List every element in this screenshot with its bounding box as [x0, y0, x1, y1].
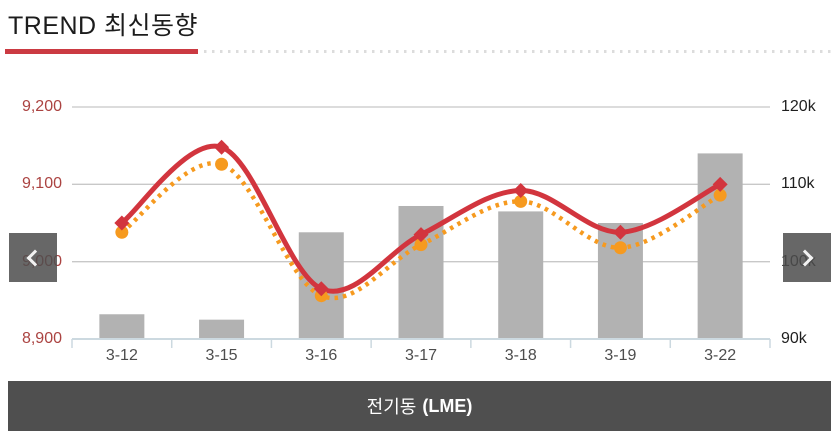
series-name-korean: 전기동: [366, 397, 417, 417]
x-axis-label-5: 3-19: [604, 347, 637, 364]
x-axis-label-0: 3-12: [105, 347, 138, 364]
bar-3-12: [99, 314, 145, 339]
right-axis-tick-0: 120k: [781, 98, 816, 115]
orange-marker-3-18: [514, 194, 528, 208]
red-marker-3-22: [712, 176, 728, 192]
x-axis-label-2: 3-16: [305, 347, 338, 364]
x-axis-label-6: 3-22: [704, 347, 737, 364]
x-axis-label-4: 3-18: [504, 347, 537, 364]
title-underline-dotted: [204, 50, 836, 53]
orange-marker-3-22: [713, 188, 727, 202]
left-axis-tick-3: 8,900: [21, 330, 62, 347]
title-underline-accent: [5, 49, 198, 54]
prev-button[interactable]: [9, 233, 57, 282]
x-axis-label-1: 3-15: [205, 347, 238, 364]
orange-marker-3-19: [613, 241, 627, 255]
red-marker-3-18: [513, 183, 529, 199]
chevron-right-icon: [796, 249, 814, 266]
right-axis-tick-3: 90k: [781, 330, 807, 347]
right-axis-tick-1: 110k: [781, 175, 815, 193]
red-marker-3-19: [612, 224, 628, 240]
orange-marker-3-15: [215, 157, 229, 171]
left-axis-tick-1: 9,100: [21, 175, 62, 193]
series-footer: 전기동 (LME): [8, 381, 831, 431]
bar-3-15: [199, 319, 245, 339]
orange-marker-3-12: [115, 225, 129, 239]
red-marker-3-15: [214, 139, 230, 155]
page-title: TREND 최신동향: [8, 12, 199, 40]
red-marker-3-17: [413, 227, 429, 243]
series-name-lme: (LME): [422, 395, 473, 416]
next-button[interactable]: [783, 233, 831, 282]
chevron-left-icon: [26, 249, 44, 266]
orange-marker-3-17: [414, 238, 428, 252]
bar-3-18: [498, 211, 544, 339]
red-marker-3-12: [114, 215, 130, 231]
red-marker-3-16: [313, 281, 329, 297]
bar-3-19: [597, 223, 643, 339]
left-axis-tick-0: 9,200: [21, 98, 62, 115]
x-axis-label-3: 3-17: [404, 347, 438, 364]
